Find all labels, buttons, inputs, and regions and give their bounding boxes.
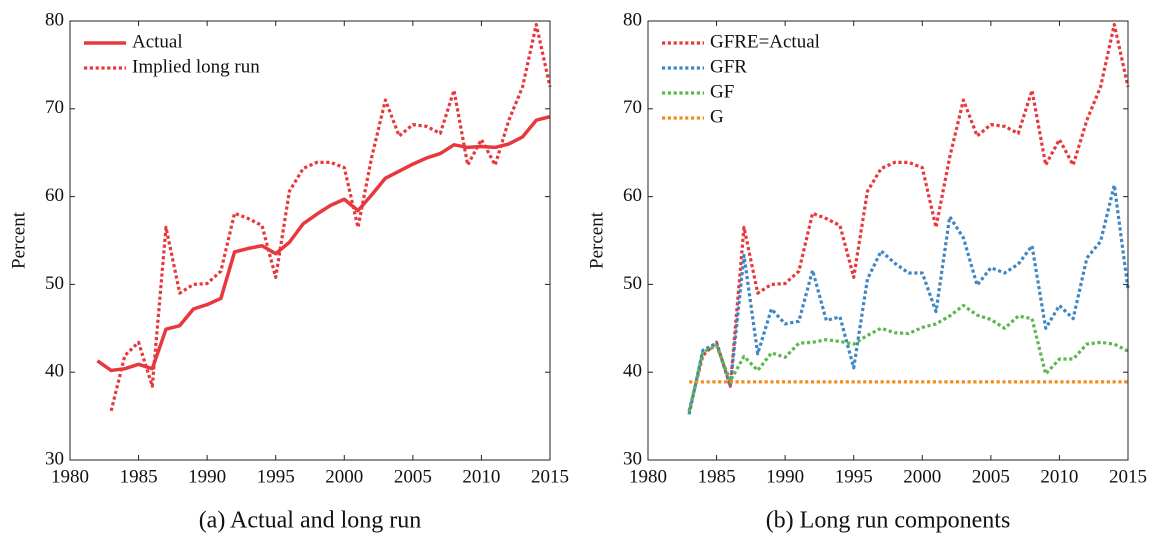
y-axis-label: Percent	[586, 211, 607, 269]
x-tick-label: 1990	[188, 466, 226, 487]
caption: (a) Actual and long run	[199, 508, 422, 534]
series-line	[687, 183, 1130, 415]
x-tick-label: 2000	[325, 466, 363, 487]
y-tick-label: 60	[623, 185, 642, 206]
x-tick-label: 2010	[462, 466, 500, 487]
y-axis-label: Percent	[8, 211, 29, 269]
series-line	[687, 22, 1130, 412]
legend-label: GF	[710, 81, 734, 102]
series-line	[96, 115, 551, 373]
x-tick-label: 1985	[698, 466, 736, 487]
y-tick-label: 30	[45, 448, 64, 469]
y-tick-label: 70	[623, 97, 642, 118]
x-tick-label: 1980	[629, 466, 667, 487]
legend-label: GFR	[710, 56, 747, 77]
x-tick-label: 2005	[972, 466, 1010, 487]
caption: (b) Long run components	[766, 508, 1011, 534]
y-tick-label: 60	[45, 185, 64, 206]
plot-frame	[647, 20, 1129, 461]
x-tick-label: 2015	[1109, 466, 1147, 487]
x-tick-label: 1980	[51, 466, 89, 487]
x-tick-label: 1990	[766, 466, 804, 487]
legend-label: GFRE=Actual	[710, 31, 820, 52]
x-tick-label: 2010	[1040, 466, 1078, 487]
x-tick-label: 1995	[835, 466, 873, 487]
y-tick-label: 50	[623, 273, 642, 294]
y-tick-label: 80	[45, 9, 64, 30]
legend-label: G	[710, 106, 724, 127]
x-tick-label: 1985	[120, 466, 158, 487]
y-tick-label: 50	[45, 273, 64, 294]
y-tick-label: 80	[623, 9, 642, 30]
x-tick-label: 2015	[531, 466, 569, 487]
x-tick-label: 2000	[903, 466, 941, 487]
legend-label: Implied long run	[132, 56, 260, 77]
series-line	[687, 303, 1129, 413]
legend-label: Actual	[132, 31, 183, 52]
series-line	[109, 22, 552, 412]
y-tick-label: 30	[623, 448, 642, 469]
chart: 30 40 50 60 70 80 1980 1985 1990 1995 2000 2005 2010…	[586, 9, 1147, 533]
y-tick-label: 70	[45, 97, 64, 118]
x-tick-label: 2005	[394, 466, 432, 487]
y-tick-label: 40	[45, 361, 64, 382]
y-tick-label: 40	[623, 361, 642, 382]
chart: 30 40 50 60 70 80 1980 1985 1990 1995 2000 2005 2010…	[8, 9, 569, 533]
plot-frame	[69, 20, 551, 461]
x-tick-label: 1995	[257, 466, 295, 487]
